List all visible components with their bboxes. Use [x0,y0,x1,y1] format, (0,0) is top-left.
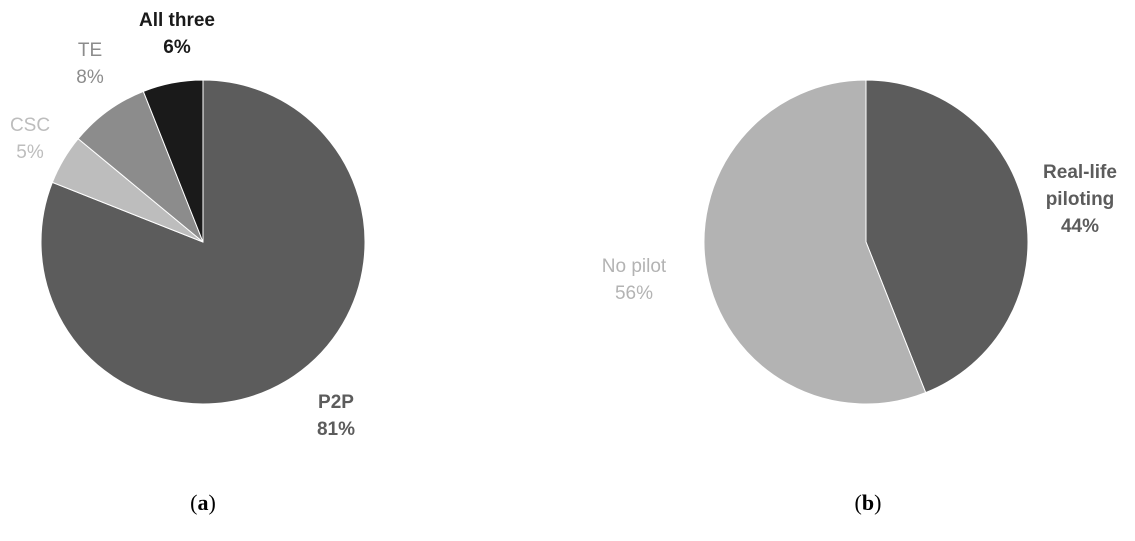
panel-caption-b: (b) [855,490,882,515]
slice-percent: 5% [16,142,44,163]
pie-slice-b-real-life-piloting [865,79,1029,394]
pie-chart-a: P2P 81%CSC 5%TE 8%All three 6% [10,10,366,440]
slice-label-a-all-three: All three 6% [139,10,215,58]
slice-name: piloting [1046,189,1115,210]
slice-name: CSC [10,115,50,136]
slice-label-b-no-pilot: No pilot 56% [602,256,667,304]
slice-label-a-p2p: P2P 81% [317,392,355,440]
slice-name: No pilot [602,256,667,277]
slice-label-b-real-life-piloting: Real-life piloting 44% [1043,162,1117,237]
slice-percent: 8% [76,67,104,88]
slice-percent: 81% [317,419,355,440]
pie-slice-a-all-three [142,79,204,243]
panel-caption-a: (a) [190,490,216,515]
slice-percent: 44% [1061,216,1099,237]
slice-label-a-csc: CSC 5% [10,115,50,163]
slice-label-a-te: TE 8% [76,40,104,88]
slice-name: P2P [318,392,354,413]
slice-percent: 56% [615,283,653,304]
pie-chart-b: Real-life piloting 44% No pilot 56% [602,79,1117,405]
slice-name: Real-life [1043,162,1117,183]
slice-name: All three [139,10,215,31]
pie-slice-b-no-pilot [703,79,927,405]
slice-percent: 6% [163,37,191,58]
slice-name: TE [78,40,102,61]
